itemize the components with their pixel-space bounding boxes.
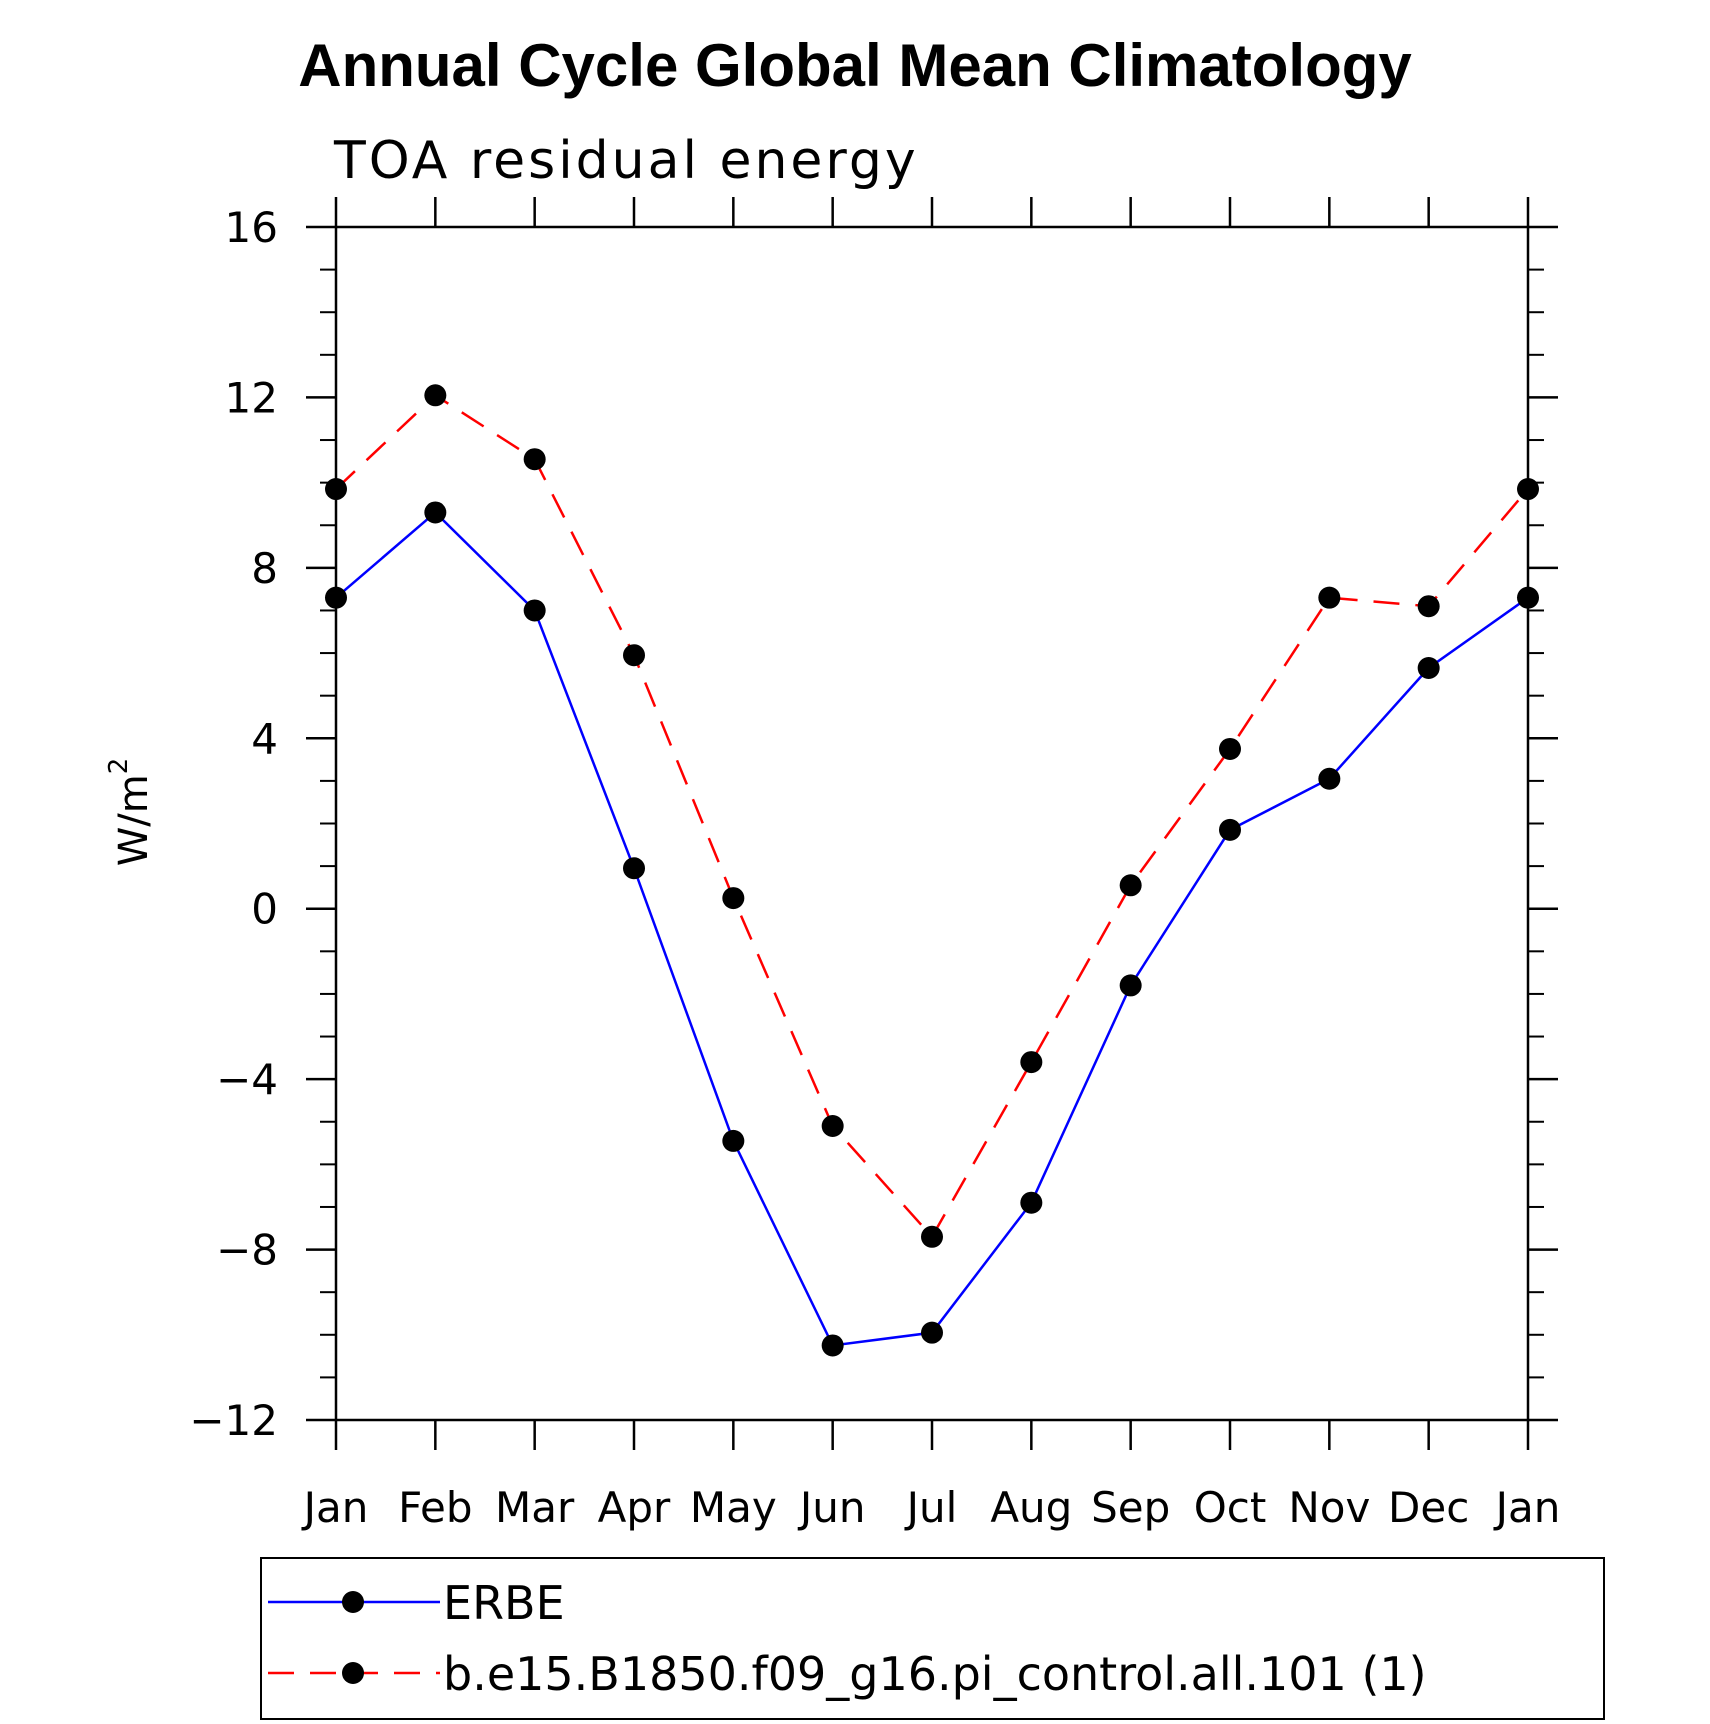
data-point-1: [1417, 595, 1440, 618]
y-tick-label: 16: [225, 203, 278, 252]
legend-box: [260, 1557, 1605, 1720]
data-point-0: [424, 501, 447, 524]
data-point-1: [623, 644, 645, 667]
data-point-1: [821, 1115, 844, 1138]
data-point-0: [921, 1321, 943, 1344]
x-tick-label: May: [690, 1483, 777, 1532]
data-point-1: [523, 448, 546, 471]
legend-marker-0: [342, 1591, 364, 1613]
x-tick-label: Mar: [495, 1483, 575, 1532]
data-point-1: [325, 478, 347, 501]
data-point-0: [623, 857, 645, 880]
x-tick-label: Aug: [990, 1483, 1072, 1532]
legend-marker-1: [342, 1662, 364, 1684]
chart-title: Annual Cycle Global Mean Climatology: [298, 32, 1412, 99]
x-tick-label: Nov: [1288, 1483, 1370, 1532]
data-point-0: [1020, 1191, 1043, 1214]
chart-subtitle: TOA residual energy: [333, 131, 919, 191]
data-point-1: [1219, 737, 1241, 760]
data-point-1: [424, 384, 447, 407]
data-point-0: [1517, 586, 1539, 609]
legend-label-0: ERBE: [443, 1576, 565, 1630]
y-tick-label: −12: [189, 1396, 278, 1445]
data-point-0: [1318, 767, 1341, 790]
data-point-1: [1119, 874, 1142, 897]
data-point-0: [1119, 974, 1142, 997]
data-point-0: [325, 586, 347, 609]
x-tick-label: Jan: [301, 1483, 369, 1532]
data-point-1: [1020, 1051, 1043, 1074]
y-tick-label: 8: [251, 544, 278, 593]
data-point-1: [1318, 586, 1341, 609]
data-point-1: [722, 887, 745, 910]
data-point-1: [1517, 478, 1539, 501]
x-tick-label: Dec: [1388, 1483, 1469, 1532]
y-tick-label: −8: [216, 1226, 278, 1275]
data-point-0: [523, 599, 546, 622]
x-tick-label: Jan: [1493, 1483, 1561, 1532]
y-tick-label: 0: [251, 885, 278, 934]
legend: ERBE b.e15.B1850.f09_g16.pi_control.all.1…: [260, 1557, 1605, 1720]
data-point-1: [921, 1225, 943, 1248]
x-tick-label: Jun: [797, 1483, 866, 1532]
y-tick-label: 4: [251, 714, 278, 763]
y-axis-label: W/m2: [104, 758, 157, 867]
x-tick-label: Jul: [904, 1483, 958, 1532]
x-tick-label: Feb: [398, 1483, 472, 1532]
data-point-0: [1417, 656, 1440, 679]
data-point-0: [1219, 818, 1241, 841]
data-point-0: [722, 1129, 745, 1152]
x-tick-label: Apr: [598, 1483, 671, 1532]
y-axis-label-base: W/m: [111, 774, 157, 866]
plot-area: 16 12 8 4 0 −4 −8 −12 Jan Feb Mar Apr May Jun Jul Aug Se…: [189, 197, 1560, 1532]
x-tick-label: Sep: [1091, 1483, 1170, 1532]
y-axis-label-superscript: 2: [104, 758, 134, 775]
data-point-0: [821, 1334, 844, 1357]
x-tick-label: Oct: [1194, 1483, 1267, 1532]
y-tick-label: 12: [225, 373, 278, 422]
y-tick-label: −4: [216, 1055, 278, 1104]
legend-label-1: b.e15.B1850.f09_g16.pi_control.all.101 (…: [443, 1647, 1427, 1701]
